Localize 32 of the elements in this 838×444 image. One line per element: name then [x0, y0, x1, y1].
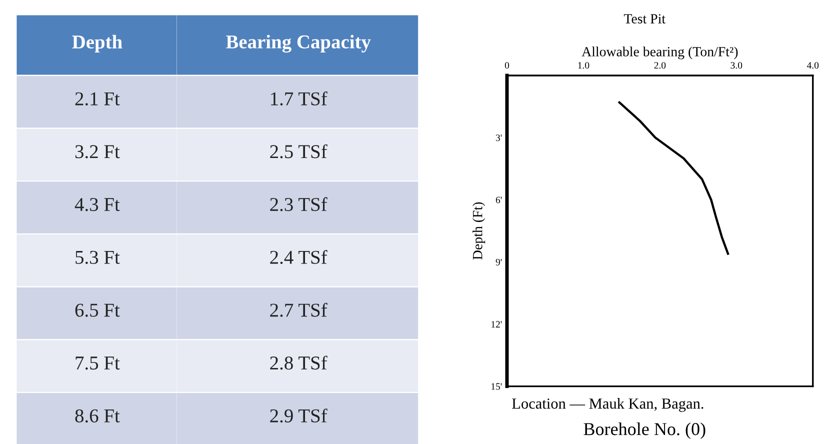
text: 2.1 Ft — [75, 92, 120, 106]
category-label: Bearing Capacity — [226, 34, 371, 53]
x-axis-title: Allowable bearing (Ton/Ft²) — [582, 46, 738, 60]
x-tick-label: 0 — [504, 62, 510, 69]
category-label: Depth — [72, 34, 122, 53]
text: 2.4 TSf — [270, 250, 328, 264]
text: 3.2 Ft — [75, 145, 120, 158]
y-tick-label: 9' — [496, 258, 502, 266]
y-tick-label: 3' — [496, 134, 502, 142]
text: 2.3 TSf — [270, 197, 328, 212]
text: 5.3 Ft — [76, 250, 120, 264]
x-tick-label: 1.0 — [578, 62, 590, 69]
x-tick-label: 2.0 — [654, 62, 666, 69]
chart-title: Test Pit — [624, 14, 666, 24]
text: 4.3 Ft — [74, 198, 120, 212]
text: 6.5 Ft — [75, 304, 120, 317]
text: 2.8 TSf — [270, 356, 328, 370]
y-tick-label: 6' — [496, 196, 502, 204]
text: 7.5 Ft — [76, 356, 120, 370]
text: 8.6 Ft — [75, 409, 120, 423]
text: Location — Mauk Kan, Bagan. — [512, 398, 704, 412]
x-tick-label: 3.0 — [730, 62, 742, 69]
text: 2.5 TSf — [270, 144, 328, 158]
y-tick-label: 12' — [492, 321, 502, 328]
text: 2.9 TSf — [270, 408, 328, 423]
text: Borehole No. (0) — [584, 422, 706, 439]
line-series — [618, 101, 730, 255]
y-tick-label: 15' — [492, 383, 502, 390]
x-tick-label: 4.0 — [806, 62, 819, 69]
text: 1.7 TSf — [271, 92, 328, 106]
text: 2.7 TSf — [270, 302, 328, 317]
y-axis-title: Depth (Ft) — [472, 202, 486, 260]
